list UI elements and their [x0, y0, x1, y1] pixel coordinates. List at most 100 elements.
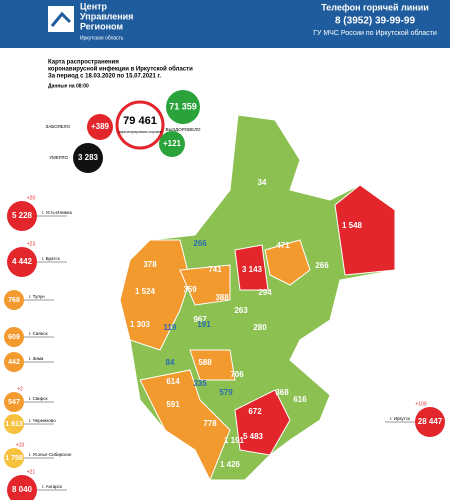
city-delta: +23 — [27, 241, 36, 247]
region-value: 614 — [166, 377, 180, 386]
region-value: 388 — [215, 293, 229, 302]
city-delta: +10 — [16, 442, 25, 448]
city-value: 4 442 — [12, 257, 33, 266]
region-area — [179, 264, 231, 306]
recovered-circle — [166, 90, 200, 124]
region-value: 1 426 — [220, 460, 241, 469]
city-name: г. Усть-Илимск — [42, 210, 72, 215]
city-name: г. Усолье-Сибирское — [29, 452, 72, 457]
recovered-label: ВЫЗДОРОВЕЛО — [165, 127, 201, 132]
city-name: г. Черемхово — [29, 418, 56, 423]
city-value: 1 613 — [5, 421, 23, 428]
region-area — [234, 389, 291, 456]
summary: ЗАБОЛЕЛО +389 79 461 зарегистрировано сл… — [46, 90, 201, 173]
new-infected-circle — [87, 114, 113, 140]
total: 79 461 — [123, 115, 157, 127]
title: Карта распространения — [48, 60, 119, 66]
city-value: 547 — [8, 399, 20, 406]
city-name: г. Саянск — [29, 331, 48, 336]
region-value: 471 — [276, 241, 290, 250]
region-area — [234, 244, 269, 291]
region-value: 1 303 — [130, 320, 151, 329]
city-circle — [4, 327, 24, 347]
region-value: 294 — [258, 288, 272, 297]
city-value: 5 228 — [12, 211, 33, 220]
org: ГУ МЧС России по Иркутской области — [313, 29, 437, 37]
city-circle — [4, 352, 24, 372]
region-labels: 34 1 548 266 471 266 741 3 143 378 1 524 359 388 29… — [130, 178, 363, 469]
logo-sub: Иркутская область — [80, 35, 124, 41]
region-value: 672 — [248, 407, 262, 416]
logo-text: Регионом — [80, 21, 123, 31]
city-name: г. Тулун — [29, 294, 45, 299]
logo-icon — [48, 6, 74, 32]
region-value: 378 — [143, 260, 157, 269]
new-infected: +389 — [91, 122, 110, 131]
region-area — [139, 369, 231, 482]
city-name: г. Свирск — [29, 396, 47, 401]
died-circle — [73, 143, 103, 173]
recovered: 71 359 — [169, 101, 197, 111]
region-value: 263 — [234, 306, 248, 315]
new-recovered: +121 — [163, 139, 182, 148]
died: 3 283 — [78, 153, 99, 162]
region-area — [334, 184, 396, 276]
region-value: 5 483 — [243, 432, 264, 441]
total-circle — [115, 100, 165, 150]
city-value: 1 759 — [5, 455, 23, 462]
region-value: 741 — [208, 265, 222, 274]
region-value: 266 — [193, 239, 207, 248]
title: коронавирусной инфекции в Иркутской обла… — [48, 66, 193, 73]
phone: 8 (3952) 39-99-99 — [335, 16, 415, 27]
city-name: г. Иркутск — [390, 416, 410, 421]
city-value: 442 — [8, 359, 20, 366]
total-label: зарегистрировано случаев — [118, 130, 162, 134]
city-markers: 5 228 г. Усть-Илимск+204 442 г. Братск+237… — [4, 195, 445, 500]
city-circle — [4, 448, 24, 468]
header-bar — [0, 0, 450, 48]
city-delta: +109 — [415, 401, 426, 407]
logo-text: Центр — [80, 1, 108, 11]
city-circle — [4, 392, 24, 412]
region-value: 706 — [230, 370, 244, 379]
new-recovered-circle — [159, 131, 185, 157]
infected-label: ЗАБОЛЕЛО — [46, 124, 71, 129]
region-value: 280 — [253, 323, 267, 332]
as-of: Данные на 08:00 — [48, 83, 89, 89]
region-area — [264, 239, 311, 286]
map — [119, 114, 396, 482]
city-circle — [7, 201, 37, 231]
city-value: 768 — [8, 297, 20, 304]
logo-text: Управления — [80, 11, 133, 21]
region-value: 84 — [166, 358, 175, 367]
logo-mark — [50, 11, 72, 27]
region-value: 778 — [203, 419, 217, 428]
city-circle — [7, 247, 37, 277]
died-label: УМЕРЛО — [49, 155, 68, 160]
region-value: 119 — [164, 323, 177, 332]
city-name: г. Братск — [42, 256, 60, 261]
period: За период с 18.03.2020 по 15.07.2021 г. — [48, 74, 161, 80]
region-value: 616 — [293, 395, 307, 404]
region-value: 335 — [193, 379, 207, 388]
region-value: 1 191 — [224, 436, 245, 445]
region-value: 266 — [315, 261, 329, 270]
region-value: 359 — [183, 285, 197, 294]
region-area — [189, 349, 236, 381]
region-value: 591 — [166, 400, 180, 409]
region-value: 967 — [193, 315, 207, 324]
hotline-label: Телефон горячей линии — [321, 2, 429, 12]
city-value: 8 040 — [12, 485, 33, 494]
city-circle — [4, 414, 24, 434]
region-value: 191 — [197, 320, 211, 329]
city-delta: +21 — [27, 469, 36, 475]
city-delta: +2 — [17, 386, 23, 392]
city-circle — [4, 290, 24, 310]
region-value: 579 — [219, 388, 233, 397]
city-circle — [7, 475, 37, 500]
city-circle — [415, 407, 445, 437]
region-value: 1 548 — [342, 221, 363, 230]
region-value: 34 — [258, 178, 267, 187]
region-value: 1 524 — [135, 287, 156, 296]
